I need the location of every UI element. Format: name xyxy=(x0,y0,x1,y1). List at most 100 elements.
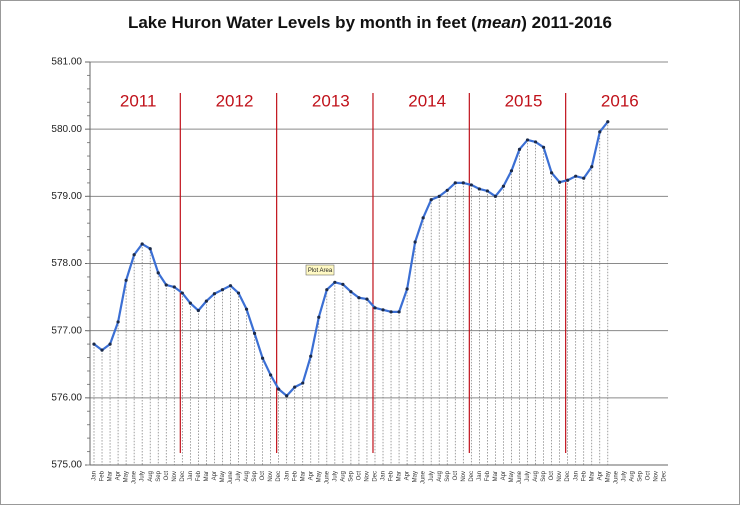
x-tick-label: Feb xyxy=(389,470,395,481)
data-point xyxy=(509,169,514,173)
x-tick-label: Aug xyxy=(244,471,250,482)
x-tick-label: Mar xyxy=(204,471,210,481)
x-tick-label: Nov xyxy=(557,471,563,482)
x-tick-label: Sep xyxy=(445,470,451,481)
x-tick-label: Apr xyxy=(597,471,603,480)
data-point xyxy=(325,288,329,292)
data-point xyxy=(381,308,385,312)
data-point xyxy=(277,387,281,391)
title-part: mean xyxy=(477,13,521,32)
x-tick-label: Aug xyxy=(533,471,539,482)
x-tick-label: Jan xyxy=(284,471,290,481)
data-point xyxy=(357,296,361,300)
x-tick-label: Aug xyxy=(437,471,443,482)
data-point xyxy=(477,187,481,191)
x-tick-label: Oct xyxy=(453,471,459,481)
x-tick-label: Dec xyxy=(276,471,282,482)
tooltip-box xyxy=(305,264,335,276)
data-point xyxy=(533,140,538,144)
year-label: 2011 xyxy=(120,91,157,110)
data-point xyxy=(485,189,489,193)
data-point xyxy=(373,306,377,310)
data-point xyxy=(525,138,530,142)
x-tick-label: Apr xyxy=(212,471,218,480)
x-tick-label: July xyxy=(140,471,146,482)
x-tick-label: July xyxy=(429,471,435,482)
x-tick-label: Feb xyxy=(196,470,202,481)
x-tick-label: Mar xyxy=(108,471,114,481)
year-label: 2013 xyxy=(312,91,350,110)
x-tick-label: Dec xyxy=(180,471,186,482)
data-point xyxy=(285,394,289,398)
x-tick-label: Jan xyxy=(188,471,194,481)
x-tick-label: May xyxy=(509,471,515,482)
data-point xyxy=(429,198,433,202)
data-point xyxy=(180,291,184,295)
x-tick-label: Jan xyxy=(573,471,579,481)
chart-title: Lake Huron Water Levels by month in feet… xyxy=(128,13,612,32)
data-point xyxy=(453,181,457,185)
x-tick-label: Mar xyxy=(493,471,499,481)
data-point xyxy=(349,290,353,294)
x-tick-label: Oct xyxy=(164,471,170,481)
data-point xyxy=(260,356,265,360)
data-point xyxy=(92,342,96,346)
x-tick-label: Oct xyxy=(260,471,266,481)
y-tick-label: 576.00 xyxy=(51,392,82,403)
x-tick-label: June xyxy=(228,470,234,484)
y-tick-label: 580.00 xyxy=(51,124,82,135)
x-tick-label: Feb xyxy=(485,470,491,481)
y-tick-label: 578.00 xyxy=(51,258,82,269)
x-tick-label: Feb xyxy=(581,470,587,481)
data-point xyxy=(140,242,144,246)
data-point xyxy=(293,385,297,389)
data-point xyxy=(445,188,449,192)
x-tick-label: July xyxy=(332,471,338,482)
data-point xyxy=(437,194,441,198)
data-point xyxy=(309,354,313,358)
year-label: 2015 xyxy=(505,91,543,110)
data-point xyxy=(574,174,578,178)
x-tick-label: June xyxy=(421,470,427,484)
x-tick-label: Sep xyxy=(541,470,547,481)
data-point xyxy=(212,292,217,296)
data-point xyxy=(301,381,305,385)
data-point xyxy=(566,178,570,182)
data-point xyxy=(421,216,425,220)
x-tick-label: June xyxy=(324,470,330,484)
x-tick-label: Jan xyxy=(477,471,483,481)
data-point xyxy=(124,278,128,282)
data-point xyxy=(317,315,321,319)
x-tick-label: Nov xyxy=(654,471,660,482)
x-tick-label: Apr xyxy=(405,471,411,480)
x-tick-label: Nov xyxy=(172,471,178,482)
data-point xyxy=(188,301,192,305)
data-point xyxy=(341,282,345,286)
data-point xyxy=(132,253,136,257)
x-tick-label: June xyxy=(517,470,523,484)
data-point xyxy=(100,348,104,352)
x-tick-label: Apr xyxy=(116,471,122,480)
x-tick-label: July xyxy=(525,471,531,482)
x-tick-label: Aug xyxy=(340,471,346,482)
data-point xyxy=(252,331,257,335)
x-tick-label: May xyxy=(220,471,226,482)
data-point xyxy=(204,299,208,303)
data-point xyxy=(550,171,554,175)
x-tick-label: Aug xyxy=(148,471,154,482)
x-tick-label: Oct xyxy=(549,471,555,481)
x-tick-label: Jan xyxy=(381,471,387,481)
x-tick-label: Oct xyxy=(646,471,652,481)
y-tick-label: 575.00 xyxy=(51,460,82,471)
x-tick-label: Sep xyxy=(637,470,643,481)
data-point xyxy=(541,145,546,149)
data-point xyxy=(196,308,200,313)
x-tick-label: May xyxy=(605,471,611,482)
x-tick-label: May xyxy=(413,471,419,482)
data-point xyxy=(236,291,241,295)
x-tick-label: Mar xyxy=(300,471,306,481)
x-tick-label: Jan xyxy=(92,471,98,481)
data-point xyxy=(365,297,369,301)
